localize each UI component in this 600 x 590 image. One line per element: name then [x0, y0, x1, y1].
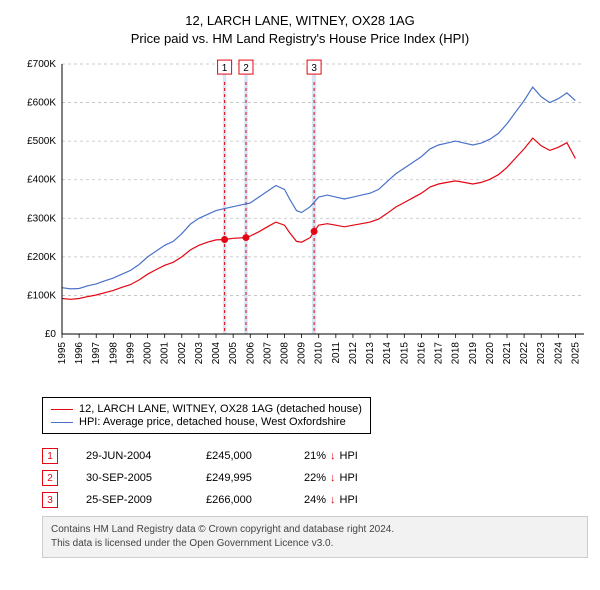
svg-text:2009: 2009 — [297, 342, 308, 365]
svg-text:£600K: £600K — [27, 98, 56, 109]
svg-text:2023: 2023 — [536, 342, 547, 365]
legend-row: 12, LARCH LANE, WITNEY, OX28 1AG (detach… — [51, 403, 362, 415]
svg-text:2019: 2019 — [468, 342, 479, 365]
svg-text:2008: 2008 — [279, 342, 290, 365]
legend: 12, LARCH LANE, WITNEY, OX28 1AG (detach… — [42, 397, 371, 434]
footer-line-2: This data is licensed under the Open Gov… — [51, 537, 579, 551]
legend-swatch — [51, 422, 73, 423]
svg-text:2003: 2003 — [194, 342, 205, 365]
svg-text:2011: 2011 — [331, 342, 342, 364]
transaction-date: 29-JUN-2004 — [86, 450, 178, 462]
legend-label: 12, LARCH LANE, WITNEY, OX28 1AG (detach… — [79, 403, 362, 415]
svg-text:2018: 2018 — [451, 342, 462, 365]
svg-text:2014: 2014 — [382, 342, 393, 365]
transaction-marker: 1 — [42, 448, 58, 464]
down-arrow-icon: ↓ — [330, 450, 336, 462]
svg-text:2013: 2013 — [365, 342, 376, 365]
svg-text:£300K: £300K — [27, 214, 56, 225]
svg-text:1998: 1998 — [108, 342, 119, 365]
svg-text:2002: 2002 — [177, 342, 188, 365]
svg-text:£200K: £200K — [27, 252, 56, 263]
svg-text:1996: 1996 — [74, 342, 85, 365]
svg-text:1995: 1995 — [57, 342, 68, 365]
svg-text:2017: 2017 — [434, 342, 445, 365]
transaction-table: 1 29-JUN-2004 £245,000 21%↓HPI 2 30-SEP-2005 £… — [42, 448, 588, 508]
legend-swatch — [51, 409, 73, 410]
svg-text:£100K: £100K — [27, 291, 56, 302]
svg-text:2004: 2004 — [211, 342, 222, 365]
transaction-row: 3 25-SEP-2009 £266,000 24%↓HPI — [42, 492, 588, 508]
svg-text:2020: 2020 — [485, 342, 496, 365]
transaction-price: £249,995 — [206, 472, 276, 484]
legend-label: HPI: Average price, detached house, West… — [79, 416, 346, 428]
price-chart: £0 £100K £200K £300K £400K £500K £600K £700K 199… — [12, 54, 588, 384]
svg-text:2005: 2005 — [228, 342, 239, 365]
transaction-marker: 2 — [42, 470, 58, 486]
transaction-delta: 24%↓HPI — [304, 494, 394, 506]
svg-text:2001: 2001 — [160, 342, 171, 365]
svg-text:1997: 1997 — [91, 342, 102, 365]
transaction-date: 30-SEP-2005 — [86, 472, 178, 484]
svg-text:£400K: £400K — [27, 175, 56, 186]
svg-text:2022: 2022 — [519, 342, 530, 365]
transaction-price: £245,000 — [206, 450, 276, 462]
svg-text:2: 2 — [243, 63, 249, 74]
legend-row: HPI: Average price, detached house, West… — [51, 416, 362, 428]
transaction-row: 1 29-JUN-2004 £245,000 21%↓HPI — [42, 448, 588, 464]
svg-text:£0: £0 — [45, 329, 57, 340]
svg-text:2010: 2010 — [314, 342, 325, 365]
title-line-1: 12, LARCH LANE, WITNEY, OX28 1AG — [12, 12, 588, 30]
svg-text:2021: 2021 — [502, 342, 513, 365]
svg-text:£500K: £500K — [27, 137, 56, 148]
svg-text:1999: 1999 — [125, 342, 136, 365]
svg-text:2015: 2015 — [399, 342, 410, 365]
transaction-delta: 22%↓HPI — [304, 472, 394, 484]
svg-text:2006: 2006 — [245, 342, 256, 365]
svg-text:2016: 2016 — [416, 342, 427, 365]
svg-text:2012: 2012 — [348, 342, 359, 365]
svg-text:2007: 2007 — [262, 342, 273, 365]
transaction-price: £266,000 — [206, 494, 276, 506]
transaction-delta: 21%↓HPI — [304, 450, 394, 462]
svg-text:2025: 2025 — [570, 342, 581, 365]
down-arrow-icon: ↓ — [330, 472, 336, 484]
chart-title-block: 12, LARCH LANE, WITNEY, OX28 1AG Price p… — [12, 12, 588, 48]
transaction-date: 25-SEP-2009 — [86, 494, 178, 506]
transaction-marker: 3 — [42, 492, 58, 508]
down-arrow-icon: ↓ — [330, 494, 336, 506]
title-line-2: Price paid vs. HM Land Registry's House … — [12, 30, 588, 48]
svg-text:2000: 2000 — [143, 342, 154, 365]
chart-container: £0 £100K £200K £300K £400K £500K £600K £700K 199… — [12, 54, 588, 389]
svg-text:2024: 2024 — [553, 342, 564, 365]
footer-line-1: Contains HM Land Registry data © Crown c… — [51, 523, 579, 537]
footer-attribution: Contains HM Land Registry data © Crown c… — [42, 516, 588, 558]
svg-text:3: 3 — [311, 63, 317, 74]
svg-text:£700K: £700K — [27, 59, 56, 70]
transaction-row: 2 30-SEP-2005 £249,995 22%↓HPI — [42, 470, 588, 486]
svg-text:1: 1 — [222, 63, 228, 74]
